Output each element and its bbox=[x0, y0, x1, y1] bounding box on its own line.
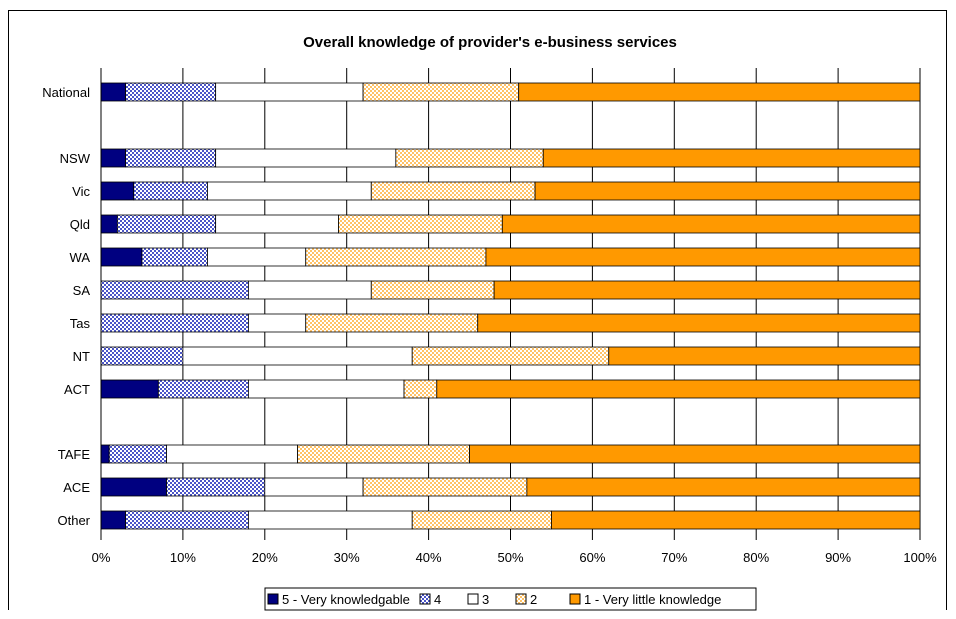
legend-label: 1 - Very little knowledge bbox=[584, 592, 721, 607]
bar-segment bbox=[608, 346, 921, 366]
bar-segment bbox=[370, 181, 536, 201]
category-label: Other bbox=[57, 513, 90, 528]
x-tick-label: 0% bbox=[92, 550, 111, 565]
category-label: Qld bbox=[70, 217, 90, 232]
category-label: ACE bbox=[63, 480, 90, 495]
bar-segment bbox=[493, 280, 921, 300]
category-label: National bbox=[42, 85, 90, 100]
bar-segment bbox=[108, 444, 167, 464]
legend-label: 2 bbox=[530, 592, 537, 607]
bar-segment bbox=[518, 82, 921, 102]
bar-segment bbox=[100, 346, 184, 366]
bar-segment bbox=[477, 313, 921, 333]
bar-segment bbox=[141, 247, 208, 267]
legend-swatch bbox=[419, 593, 431, 605]
bar-segment bbox=[100, 214, 118, 234]
bar-segment bbox=[207, 181, 372, 201]
bar-segment bbox=[182, 346, 413, 366]
category-labels: National NSW Vic Qld WA SA Tas NT ACT TAFE ACE Othe… bbox=[42, 85, 90, 528]
bar-segment bbox=[305, 247, 487, 267]
bar-segment bbox=[125, 148, 217, 168]
bar-segment bbox=[411, 346, 610, 366]
x-tick-label: 90% bbox=[825, 550, 851, 565]
bar-segment bbox=[166, 444, 298, 464]
bar-segment bbox=[362, 82, 520, 102]
bar-segment bbox=[551, 510, 921, 530]
bar-segment bbox=[297, 444, 470, 464]
legend-label: 5 - Very knowledgable bbox=[282, 592, 410, 607]
bar-segment bbox=[100, 148, 126, 168]
chart-frame bbox=[8, 10, 947, 610]
bars bbox=[100, 82, 921, 530]
bar-segment bbox=[207, 247, 307, 267]
bar-segment bbox=[215, 82, 364, 102]
bar-segment bbox=[501, 214, 921, 234]
category-label: NSW bbox=[60, 151, 91, 166]
bar-segment bbox=[100, 181, 135, 201]
bar-segment bbox=[248, 379, 405, 399]
x-tick-label: 10% bbox=[170, 550, 196, 565]
bar-segment bbox=[133, 181, 208, 201]
category-label: ACT bbox=[64, 382, 90, 397]
legend-swatch bbox=[515, 593, 527, 605]
legend-label: 4 bbox=[434, 592, 441, 607]
legend-label: 3 bbox=[482, 592, 489, 607]
bar-segment bbox=[100, 280, 249, 300]
category-label: Vic bbox=[72, 184, 90, 199]
x-tick-label: 30% bbox=[334, 550, 360, 565]
bar-segment bbox=[264, 477, 364, 497]
gridlines bbox=[182, 68, 921, 540]
bar-segment bbox=[116, 214, 217, 234]
x-tick-label: 50% bbox=[497, 550, 523, 565]
legend-box bbox=[264, 587, 757, 611]
legend-swatch bbox=[267, 593, 279, 605]
bar-segment bbox=[542, 148, 921, 168]
bar-segment bbox=[338, 214, 503, 234]
category-label: NT bbox=[73, 349, 90, 364]
bar-segment bbox=[248, 510, 413, 530]
legend-swatch bbox=[569, 593, 581, 605]
bar-segment bbox=[100, 379, 159, 399]
bar-segment bbox=[534, 181, 921, 201]
x-tick-label: 70% bbox=[661, 550, 687, 565]
x-tick-label: 60% bbox=[579, 550, 605, 565]
bar-segment bbox=[215, 214, 339, 234]
bar-segment bbox=[248, 280, 372, 300]
x-tick-label: 40% bbox=[416, 550, 442, 565]
bar-segment bbox=[100, 82, 126, 102]
bar-segment bbox=[248, 313, 307, 333]
bar-segment bbox=[100, 444, 110, 464]
legend: 5 - Very knowledgable 4 3 2 1 - Very little … bbox=[264, 587, 757, 611]
bar-segment bbox=[436, 379, 921, 399]
x-tick-label: 100% bbox=[903, 550, 937, 565]
x-tick-label: 20% bbox=[252, 550, 278, 565]
chart-title: Overall knowledge of provider's e-busine… bbox=[303, 34, 677, 51]
bar-segment bbox=[403, 379, 438, 399]
bar-segment bbox=[362, 477, 528, 497]
x-axis-ticks: 0% 10% 20% 30% 40% 50% 60% 70% 80% 90% 100% bbox=[92, 550, 937, 565]
bar-segment bbox=[395, 148, 544, 168]
x-tick-label: 80% bbox=[743, 550, 769, 565]
bar-segment bbox=[526, 477, 921, 497]
bar-segment bbox=[215, 148, 397, 168]
bar-segment bbox=[469, 444, 921, 464]
bar-segment bbox=[157, 379, 249, 399]
bar-segment bbox=[100, 313, 249, 333]
bar-segment bbox=[370, 280, 495, 300]
bar-segment bbox=[305, 313, 479, 333]
bar-segment bbox=[485, 247, 921, 267]
legend-swatch bbox=[467, 593, 479, 605]
category-label: TAFE bbox=[58, 447, 91, 462]
bar-segment bbox=[100, 477, 167, 497]
bar-segment bbox=[411, 510, 552, 530]
category-label: Tas bbox=[70, 316, 91, 331]
bar-segment bbox=[166, 477, 266, 497]
bar-segment bbox=[100, 510, 126, 530]
category-label: SA bbox=[73, 283, 91, 298]
bar-segment bbox=[125, 82, 217, 102]
bar-segment bbox=[125, 510, 249, 530]
category-label: WA bbox=[70, 250, 91, 265]
bar-segment bbox=[100, 247, 143, 267]
